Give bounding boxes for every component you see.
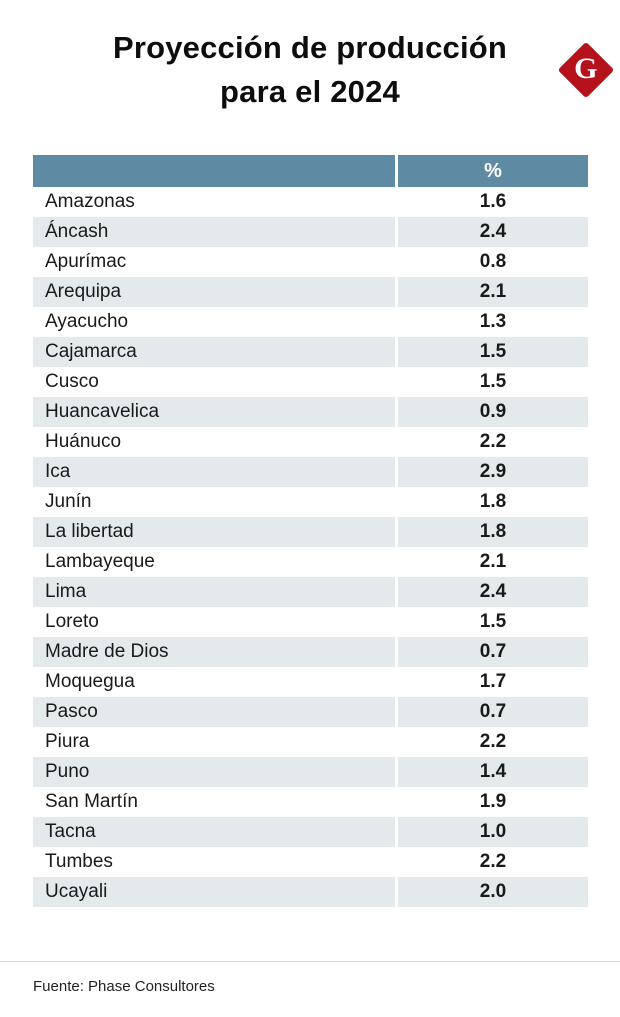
region-cell: Puno — [33, 757, 395, 787]
region-cell: Huancavelica — [33, 397, 395, 427]
table-row: Ayacucho 1.3 — [33, 307, 588, 337]
value-cell: 2.1 — [479, 551, 507, 572]
value-cell: 2.4 — [398, 577, 588, 607]
region-cell: Ica — [33, 457, 395, 487]
region-cell: Ayacucho — [45, 311, 129, 332]
region-cell: Moquegua — [45, 671, 135, 692]
table-row: Ucayali 2.0 — [33, 877, 588, 907]
title-line-2: para el 2024 — [220, 74, 400, 109]
table-row: Pasco 0.7 — [33, 697, 588, 727]
region-header-cell — [33, 155, 395, 187]
table-row: Madre de Dios 0.7 — [33, 637, 588, 667]
region-cell: Amazonas — [45, 191, 135, 212]
value-cell: 2.9 — [398, 457, 588, 487]
region-cell: Apurímac — [45, 251, 127, 272]
region-cell: Madre de Dios — [33, 637, 395, 667]
title-line-1: Proyección de producción — [112, 30, 508, 65]
value-cell: 0.7 — [398, 697, 588, 727]
value-cell: 1.8 — [398, 517, 588, 547]
value-cell: 1.0 — [398, 817, 588, 847]
region-cell: Huánuco — [45, 431, 122, 452]
region-cell: Ucayali — [33, 877, 395, 907]
table-header-row: % — [33, 155, 588, 187]
value-cell: 2.4 — [398, 217, 588, 247]
region-cell: Tumbes — [45, 851, 113, 872]
region-cell: Áncash — [33, 217, 395, 247]
region-cell: Tacna — [33, 817, 395, 847]
value-cell: 1.5 — [479, 371, 507, 392]
table-row: Huánuco 2.2 — [33, 427, 588, 457]
source-text: Fuente: Phase Consultores — [33, 978, 215, 995]
region-cell: Lima — [33, 577, 395, 607]
logo-diamond-icon: G — [557, 41, 615, 99]
region-cell: Cajamarca — [33, 337, 395, 367]
region-cell: Loreto — [45, 611, 99, 632]
value-cell: 2.2 — [479, 431, 507, 452]
table-row: Áncash 2.4 — [33, 217, 588, 247]
table-row: San Martín 1.9 — [33, 787, 588, 817]
value-cell: 2.2 — [479, 851, 507, 872]
infographic-page: Proyección de producción para el 2024 G … — [0, 26, 620, 1017]
value-cell: 0.8 — [479, 251, 507, 272]
table-row: Junín 1.8 — [33, 487, 588, 517]
table-row: Loreto 1.5 — [33, 607, 588, 637]
table-row: Tumbes 2.2 — [33, 847, 588, 877]
table-row: Ica 2.9 — [33, 457, 588, 487]
table-row: Lima 2.4 — [33, 577, 588, 607]
table-row: Amazonas 1.6 — [33, 187, 588, 217]
table-row: Arequipa 2.1 — [33, 277, 588, 307]
value-cell: 1.8 — [479, 491, 507, 512]
table-row: Huancavelica 0.9 — [33, 397, 588, 427]
region-cell: San Martín — [45, 791, 138, 812]
logo-letter: G — [574, 52, 598, 85]
production-table: % Amazonas 1.6 Áncash 2.4 Apurímac 0.8 Arequip… — [33, 155, 588, 907]
value-cell: 0.7 — [398, 637, 588, 667]
table-row: Cusco 1.5 — [33, 367, 588, 397]
percent-header-cell: % — [398, 155, 588, 187]
table-row: Apurímac 0.8 — [33, 247, 588, 277]
value-cell: 1.5 — [398, 337, 588, 367]
brand-logo: G — [557, 41, 615, 99]
page-title: Proyección de producción para el 2024 — [0, 26, 620, 114]
footer: Fuente: Phase Consultores — [0, 961, 620, 1017]
region-cell: Arequipa — [33, 277, 395, 307]
value-cell: 0.9 — [398, 397, 588, 427]
value-cell: 1.9 — [479, 791, 507, 812]
table-body: Amazonas 1.6 Áncash 2.4 Apurímac 0.8 Arequipa 2… — [33, 187, 588, 907]
table-row: Cajamarca 1.5 — [33, 337, 588, 367]
table-row: Lambayeque 2.1 — [33, 547, 588, 577]
table-row: Moquegua 1.7 — [33, 667, 588, 697]
region-cell: Piura — [45, 731, 90, 752]
value-cell: 1.7 — [479, 671, 507, 692]
value-cell: 2.0 — [398, 877, 588, 907]
table-row: La libertad 1.8 — [33, 517, 588, 547]
value-cell: 1.4 — [398, 757, 588, 787]
table-row: Tacna 1.0 — [33, 817, 588, 847]
value-cell: 1.6 — [479, 191, 507, 212]
value-cell: 2.2 — [479, 731, 507, 752]
table-row: Puno 1.4 — [33, 757, 588, 787]
table-row: Piura 2.2 — [33, 727, 588, 757]
region-cell: Pasco — [33, 697, 395, 727]
region-cell: Lambayeque — [45, 551, 155, 572]
value-cell: 2.1 — [398, 277, 588, 307]
value-cell: 1.3 — [479, 311, 507, 332]
region-cell: Cusco — [45, 371, 99, 392]
value-cell: 1.5 — [479, 611, 507, 632]
region-cell: La libertad — [33, 517, 395, 547]
region-cell: Junín — [45, 491, 92, 512]
